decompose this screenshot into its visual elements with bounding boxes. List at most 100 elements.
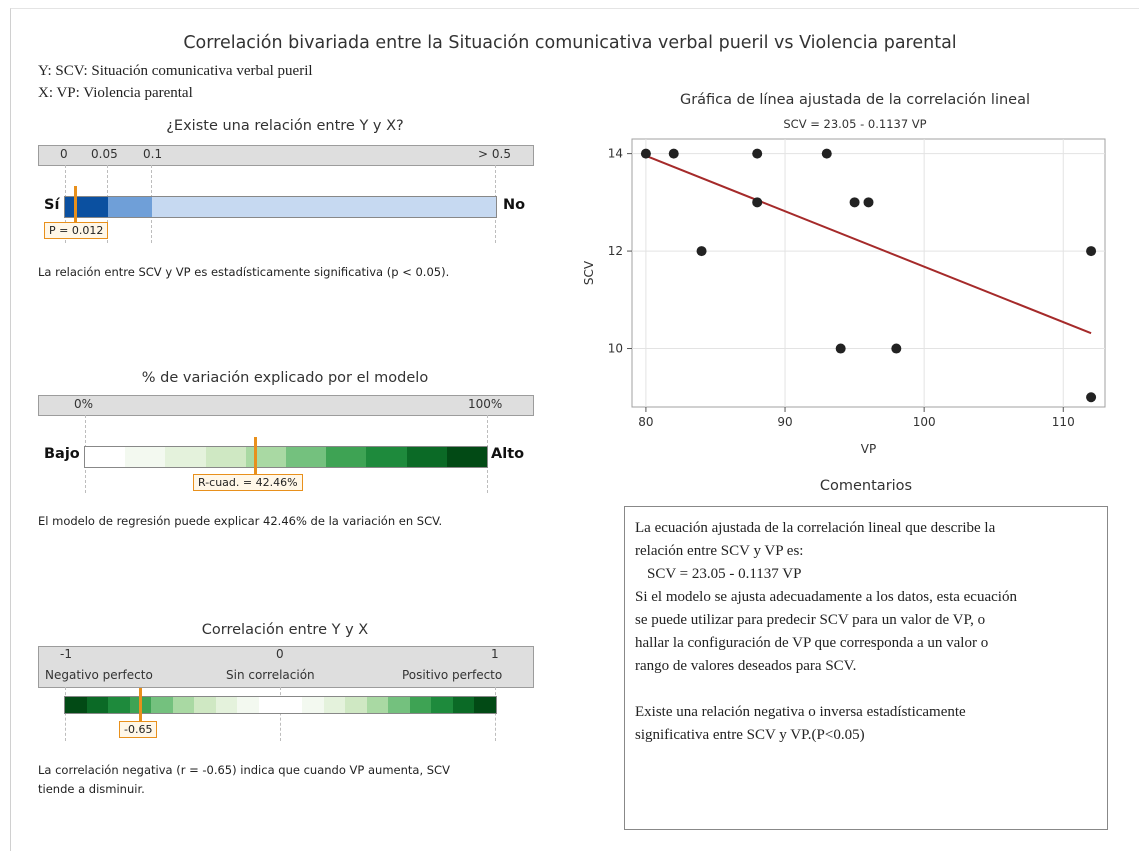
variation-bar-segment [165,447,206,467]
variation-bar-segment [446,447,487,467]
chart-title: Gráfica de línea ajustada de la correlac… [679,92,1031,108]
y-definition: Y: SCV: Situación comunicativa verbal pu… [38,63,313,79]
x-axis-label: VP [861,442,876,456]
correlation-tick: 0 [276,647,284,661]
comment-line [635,678,1097,701]
variation-bar-segment [125,447,166,467]
report-title: Correlación bivariada entre la Situación… [183,33,957,53]
correlation-bar-segment [302,697,324,713]
correlation-bar-segment [388,697,410,713]
correlation-marker [138,688,142,722]
correlation-tick-band [38,646,534,688]
x-tick-label: 110 [1052,415,1075,429]
comment-equation: SCV = 23.05 - 0.1137 VP [647,566,802,582]
comment-line: se puede utilizar para predecir SCV para… [635,612,986,628]
x-definition: X: VP: Violencia parental [38,85,193,101]
variation-bar-segment [406,447,447,467]
correlation-gridline [65,687,66,741]
correlation-bar-segment [194,697,216,713]
relation-title: ¿Existe una relación entre Y y X? [166,118,404,134]
data-point [696,246,707,257]
y-tick-label: 10 [608,342,623,356]
data-point [835,343,846,354]
variation-tick: 100% [468,397,503,411]
comment-line: rango de valores deseados para SCV. [635,658,857,674]
variation-low-label: Bajo [44,446,80,462]
correlation-bar-segment [258,697,281,713]
data-point [821,148,832,159]
correlation-label-positive: Positivo perfecto [402,668,503,682]
correlation-bar-segment [323,697,346,713]
x-tick-label: 90 [777,415,792,429]
variation-bar-segment [286,447,327,467]
r-squared-marker [254,437,258,475]
correlation-bar-segment [172,697,195,713]
relation-tick: 0.05 [91,147,118,161]
data-point [891,343,902,354]
relation-note: La relación entre SCV y VP es estadístic… [38,265,450,279]
data-point [752,197,763,208]
correlation-gridline [495,687,496,741]
correlation-bar-segment [366,697,389,713]
relation-yes-label: Sí [44,197,60,213]
data-point [1086,246,1097,257]
variation-high-label: Alto [491,446,525,462]
comments-title: Comentarios [819,478,913,494]
relation-tick: 0.1 [143,147,163,161]
correlation-bar-segment [86,697,109,713]
relation-tick: 0 [60,147,68,161]
comment-line: significativa entre SCV y VP.(P<0.05) [635,727,865,743]
data-point [752,148,763,159]
comment-line: relación entre SCV y VP es: [635,543,804,559]
correlation-bar-segment [215,697,238,713]
correlation-tick: -1 [60,647,72,661]
correlation-note-line1: La correlación negativa (r = -0.65) indi… [38,763,450,777]
y-axis-label: SCV [582,260,596,285]
correlation-bar-segment [345,697,367,713]
variation-bar [84,446,488,468]
data-point [863,197,874,208]
correlation-note-line2: tiende a disminuir. [38,782,145,796]
variation-bar-segment [366,447,407,467]
y-tick-label: 12 [608,244,623,258]
variation-tick-band [38,395,534,416]
comment-line: Si el modelo se ajusta adecuadamente a l… [635,589,1017,605]
variation-title: % de variación explicado por el modelo [141,370,429,386]
comments-box: La ecuación ajustada de la correlación l… [624,506,1108,830]
data-point [640,148,651,159]
correlation-gridline [280,687,281,741]
fitted-line [645,154,1092,335]
report-frame [10,8,1139,851]
comment-line: Existe una relación negativa o inversa e… [635,704,966,720]
p-value-marker [73,186,77,226]
correlation-bar-segment [452,697,475,713]
correlation-bar-segment [237,697,259,713]
relation-no-label: No [503,197,526,213]
correlation-bar-segment [474,697,496,713]
variation-note: El modelo de regresión puede explicar 42… [38,514,443,528]
correlation-bar-segment [108,697,130,713]
correlation-tick: 1 [491,647,499,661]
comment-line: hallar la configuración de VP que corres… [635,635,989,651]
correlation-bar-segment [151,697,173,713]
relation-tick: > 0.5 [478,147,511,161]
data-point [668,148,679,159]
data-point [849,197,860,208]
correlation-bar-segment [280,697,303,713]
relation-bar-moderate [108,197,152,217]
correlation-bar-segment [409,697,432,713]
variation-bar-segment [205,447,246,467]
p-value-label: P = 0.012 [44,222,109,239]
correlation-value-label: -0.65 [119,721,158,738]
comment-line: La ecuación ajustada de la correlación l… [635,520,996,536]
r-squared-label: R-cuad. = 42.46% [193,474,303,491]
x-tick-label: 100 [913,415,936,429]
correlation-bar [64,696,497,714]
variation-tick: 0% [74,397,94,411]
relation-tick-band [38,145,534,166]
correlation-label-none: Sin correlación [226,668,315,682]
variation-bar-segment [326,447,367,467]
plot-area [631,138,1106,408]
x-tick-label: 80 [638,415,653,429]
correlation-bar-segment [65,697,87,713]
